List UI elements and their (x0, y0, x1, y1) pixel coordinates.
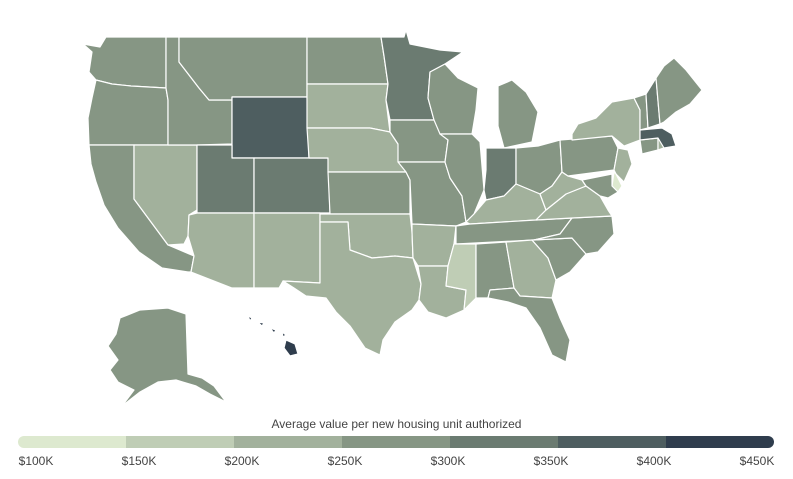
state-vt (633, 93, 649, 131)
legend-title: Average value per new housing unit autho… (271, 417, 522, 431)
legend-tick-label: $150K (121, 454, 157, 468)
state-tx (282, 221, 422, 356)
legend-labels: $100K $150K $200K $250K $300K $350K $400K $450K (0, 454, 793, 470)
legend-swatch (666, 436, 774, 448)
state-or (87, 79, 169, 146)
state-co (253, 157, 331, 214)
state-sd (306, 83, 391, 133)
state-ma (639, 127, 677, 149)
legend-swatch (342, 436, 451, 448)
state-fl (487, 287, 571, 363)
state-nm (253, 212, 321, 289)
state-ks (327, 171, 411, 215)
legend-tick-label: $350K (533, 454, 569, 468)
legend-tick-label: $100K (18, 454, 54, 468)
state-ct (639, 137, 659, 155)
legend-tick-label: $200K (224, 454, 260, 468)
state-me (655, 57, 703, 125)
us-choropleth-map (82, 29, 703, 407)
state-nj (613, 147, 633, 183)
state-md (581, 173, 619, 199)
state-pa (559, 135, 619, 177)
legend-tick-label: $300K (430, 454, 466, 468)
state-wi (427, 63, 479, 135)
legend-swatch (450, 436, 559, 448)
legend-tick-label: $450K (739, 454, 775, 468)
state-nc (533, 215, 615, 255)
legend-swatch (234, 436, 343, 448)
legend-swatch (126, 436, 235, 448)
state-wy (231, 96, 310, 159)
state-nd (306, 36, 389, 85)
legend-swatch (18, 436, 127, 448)
legend-tick-label: $400K (636, 454, 672, 468)
state-ak (107, 307, 227, 407)
state-az (187, 212, 255, 289)
legend-color-bar (18, 436, 774, 448)
legend-tick-label: $250K (327, 454, 363, 468)
state-mi (497, 79, 539, 149)
legend-swatch (558, 436, 667, 448)
state-hi (247, 315, 299, 357)
